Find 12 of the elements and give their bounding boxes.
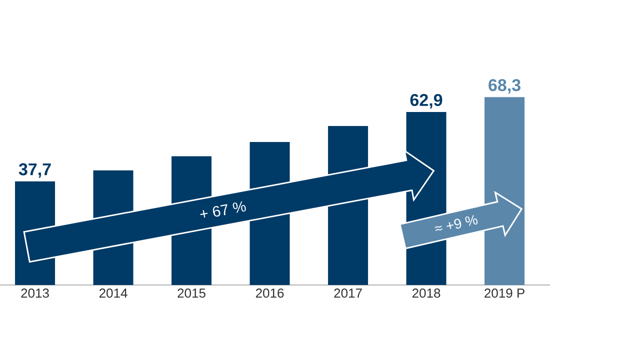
data-label: 68,3 <box>488 79 520 94</box>
annotation: ≈ +9 % <box>434 215 478 232</box>
x-tick-label: 2018 <box>412 288 440 298</box>
x-tick-label: 2016 <box>256 288 284 298</box>
x-tick-label: 2019 P <box>484 288 524 298</box>
x-tick-label: 2013 <box>21 288 49 298</box>
x-tick-label: 2015 <box>178 288 206 298</box>
data-label: 62,9 <box>410 94 442 108</box>
x-tick-label: 2017 <box>334 288 362 298</box>
x-tick-label: 2014 <box>99 288 128 298</box>
annotation: + 67 % <box>200 201 246 218</box>
data-label: 37,7 <box>18 163 51 178</box>
